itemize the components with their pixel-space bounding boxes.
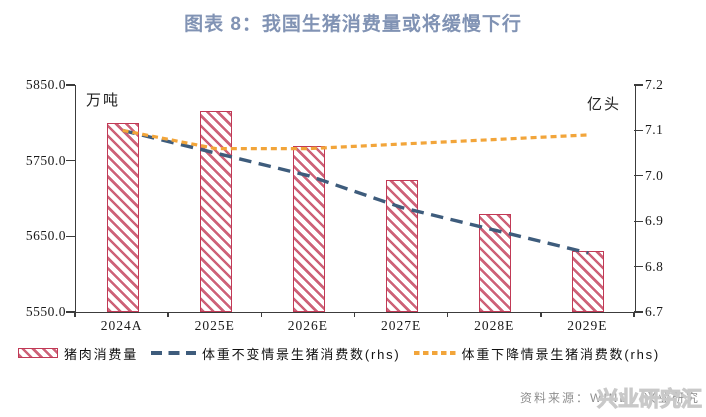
y-right-tick-mark [634,311,643,313]
watermark-logo: 兴业研究汇 [597,388,703,412]
x-tick-mark [540,312,542,317]
legend-label: 体重不变情景生猪消费数(rhs) [202,346,401,362]
bar-2024A [106,122,139,312]
x-tick-mark [446,312,449,317]
x-tick-mark [353,312,356,317]
y-right-tick-mark [634,84,643,86]
legend-label: 体重下降情景生猪消费数(rhs) [461,346,661,362]
chart-title: 图表 8：我国生猪消费量或将缓慢下行 [184,14,522,35]
legend-label: 猪肉消费量 [64,346,139,362]
legend: 猪肉消费量 体重不变情景生猪消费数(rhs) 体重下降情景生猪消费数(rhs) [18,342,660,364]
bar-2025E [199,111,232,312]
y-left-tick-mark [66,311,75,313]
line-series-0 [122,128,589,255]
y-left-tick-label: 5750.0 [25,152,66,168]
bar-2029E [572,251,605,312]
y-right-tick-mark [634,265,643,268]
x-category-label: 2026E [287,318,329,333]
y-right-tick-label: 6.9 [645,213,664,229]
x-category-label: 2029E [567,318,608,333]
legend-item-declining-weight: 体重下降情景生猪消费数(rhs) [413,344,661,363]
y-right-tick-label: 7.0 [645,167,664,183]
y-left-tick-label: 5650.0 [25,228,66,244]
orange-dash-line-icon [413,351,456,355]
x-category-label: 2025E [194,318,235,333]
hatched-bar-swatch-icon [18,348,58,358]
y-right-tick-label: 6.7 [645,304,664,319]
x-tick-mark [633,312,635,317]
y-left-tick-label: 5550.0 [25,304,66,319]
x-category-label: 2027E [380,318,422,333]
source-text: 资料来源：WIND，兴业研究 [520,391,700,405]
x-category-label: 2024A [100,318,143,333]
y-left-tick-mark [66,84,75,86]
y-left-tick-mark [66,235,75,238]
y-right-tick-label: 7.1 [645,122,664,138]
y-right-tick-mark [634,129,643,132]
blue-dash-line-icon [151,351,197,355]
y-left-tick-mark [66,159,75,162]
legend-item-pork-consumption: 猪肉消费量 [18,344,138,363]
y-right-tick-mark [634,220,643,222]
left-axis-unit-label: 万吨 [86,93,121,109]
bar-2027E [386,179,419,312]
x-tick-mark [260,312,263,317]
plot-area: 万吨 亿头 [75,85,636,313]
y-left-tick-label: 5850.0 [25,77,66,92]
line-series-1 [122,128,589,151]
legend-item-constant-weight: 体重不变情景生猪消费数(rhs) [151,344,401,363]
y-right-tick-label: 7.2 [645,77,664,92]
y-right-tick-mark [634,175,643,177]
x-tick-mark [74,312,76,317]
y-right-tick-label: 6.8 [645,258,664,274]
line-series-layer [122,128,589,255]
footer: 资料来源：WIND，兴业研究 兴业研究汇 [520,388,703,415]
x-tick-mark [167,312,169,317]
x-category-label: 2028E [474,318,515,333]
right-axis-unit-label: 亿头 [586,97,621,113]
